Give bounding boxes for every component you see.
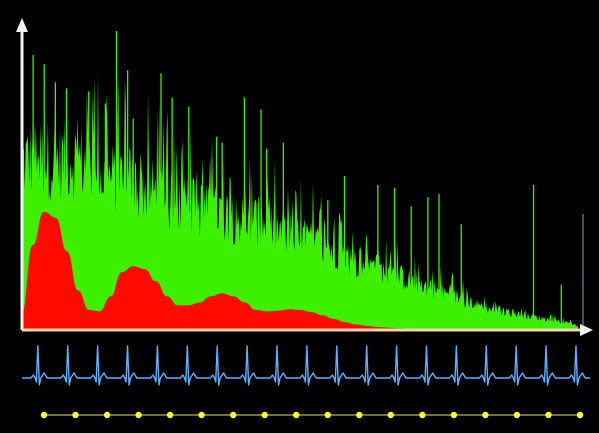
dot-strip — [40, 411, 584, 419]
ecg-strip — [22, 345, 590, 386]
y-axis-arrow — [16, 18, 28, 32]
dot-point — [356, 411, 363, 419]
dot-point — [72, 411, 79, 419]
dot-point — [387, 411, 394, 419]
dot-point — [166, 411, 174, 419]
dot-point — [198, 411, 205, 419]
dot-point — [545, 411, 552, 419]
dot-point — [482, 411, 489, 419]
axes-layer — [16, 18, 593, 336]
dot-point — [40, 411, 48, 419]
dot-point — [293, 411, 300, 419]
dot-point — [513, 411, 521, 419]
dot-point — [230, 411, 237, 419]
dot-point — [450, 411, 458, 419]
ecg-trace — [22, 345, 590, 386]
dot-point — [324, 411, 331, 419]
spectrum-area — [22, 72, 578, 331]
dot-point — [419, 411, 426, 419]
dot-point — [135, 411, 142, 419]
dot-point — [103, 411, 111, 419]
dot-point — [576, 411, 584, 419]
x-axis-arrow — [580, 324, 593, 336]
dot-point — [261, 411, 268, 419]
spectrum-layer — [22, 31, 578, 331]
